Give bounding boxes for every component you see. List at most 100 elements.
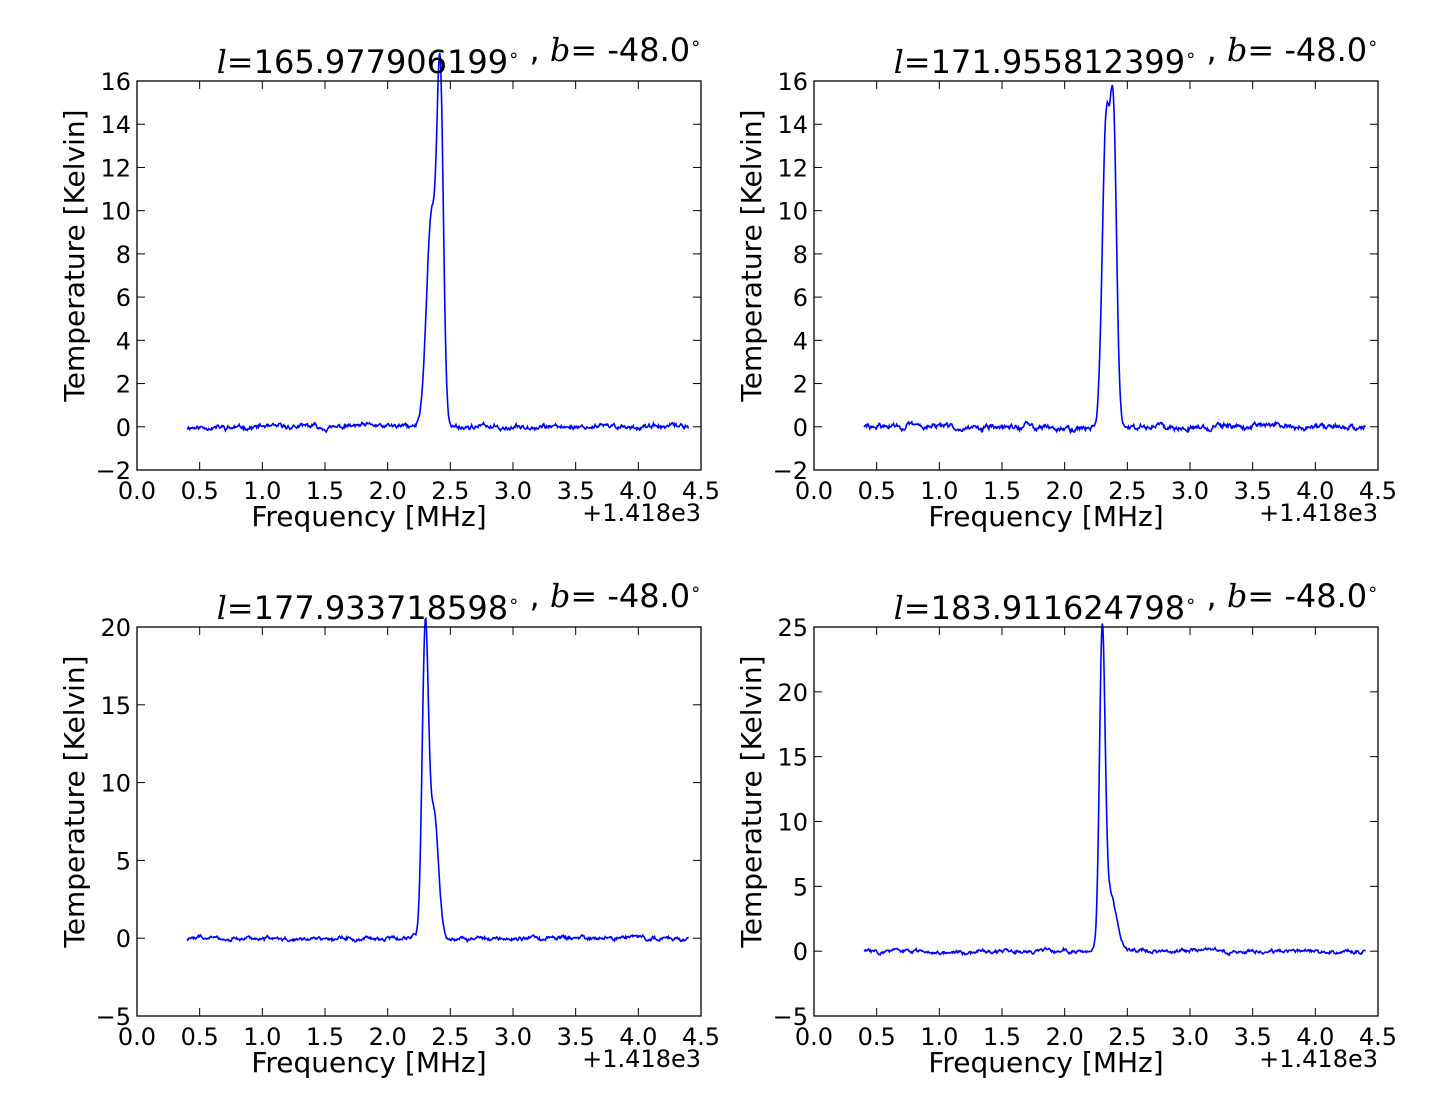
y-tick-label: −2 [773, 457, 808, 485]
x-tick-label: 3.5 [1234, 477, 1272, 505]
y-tick-label: −5 [773, 1003, 808, 1031]
title-eq: = [570, 31, 597, 69]
title-l-value: 183.911624798 [931, 589, 1185, 627]
title-spacer [597, 31, 607, 69]
y-tick-label: 16 [777, 68, 808, 96]
title-spacer [1274, 31, 1284, 69]
x-tick-label: 0.0 [795, 477, 833, 505]
title-sep: , [1196, 31, 1227, 69]
y-tick-label: 0 [793, 938, 808, 966]
chart-panel-1: 0.0 0.5 1.0 1.5 2.0 2.5 3.0 3.5 4.0 4.5 −2 0 2 4 6 8 10 1… [58, 31, 720, 533]
spectrum-line [863, 623, 1367, 957]
x-tick-label: 1.0 [243, 477, 281, 505]
y-tick-label: 10 [100, 770, 131, 798]
y-axis-label: Temperature [Kelvin] [735, 655, 768, 948]
x-tick-label: 3.0 [1171, 1023, 1209, 1051]
y-tick-label: −5 [96, 1003, 131, 1031]
y-tick-label: 10 [777, 198, 808, 226]
y-tick-label: 5 [793, 873, 808, 901]
title-l-value: 177.933718598 [254, 589, 508, 627]
x-offset-label: +1.418e3 [1259, 499, 1378, 527]
title-l-value: 171.955812399 [931, 43, 1185, 81]
x-tick-label: 0.0 [118, 1023, 156, 1051]
title-eq: = [1247, 31, 1274, 69]
title-eq: = [227, 589, 254, 627]
x-tick-label: 2.0 [369, 477, 407, 505]
title-deg: ∘ [1185, 45, 1196, 66]
x-tick-label: 3.0 [494, 1023, 532, 1051]
title-b-value: -48.0 [1284, 577, 1367, 615]
title-eq: = [904, 589, 931, 627]
chart-panel-4: 0.0 0.5 1.0 1.5 2.0 2.5 3.0 3.5 4.0 4.5 −5 0 5 10 15 20… [735, 577, 1397, 1079]
title-deg: ∘ [1367, 33, 1378, 54]
title-sep: , [519, 577, 550, 615]
title-b-prefix: b [550, 31, 570, 69]
title-eq: = [227, 43, 254, 81]
y-tick-label: 20 [100, 614, 131, 642]
axes-frame [136, 626, 702, 1017]
y-axis-label: Temperature [Kelvin] [58, 109, 91, 402]
panel-title: l=165.977906199∘ , b= -48.0∘ [217, 31, 702, 81]
y-tick-label: 0 [793, 414, 808, 442]
y-tick-label: 4 [116, 327, 131, 355]
title-l-prefix: l [217, 589, 227, 627]
y-tick-label: 10 [100, 198, 131, 226]
chart-panel-3: 0.0 0.5 1.0 1.5 2.0 2.5 3.0 3.5 4.0 4.5 −5 0 5 10 15 20… [58, 577, 720, 1079]
x-tick-label: 2.0 [1046, 477, 1084, 505]
x-tick-label: 2.5 [1108, 477, 1146, 505]
x-tick-label: 4.0 [619, 1023, 657, 1051]
x-tick-label: 0.0 [118, 477, 156, 505]
x-axis-label: Frequency [MHz] [251, 1046, 486, 1079]
title-b-value: -48.0 [607, 31, 690, 69]
title-spacer [1274, 577, 1284, 615]
x-tick-label: 3.5 [557, 477, 595, 505]
y-tick-label: 12 [100, 154, 131, 182]
title-b-prefix: b [1227, 577, 1247, 615]
y-tick-label: 20 [777, 679, 808, 707]
title-spacer [597, 577, 607, 615]
axes-frame [136, 80, 702, 471]
x-tick-label: 0.5 [181, 477, 219, 505]
x-tick-label: 3.5 [1234, 1023, 1272, 1051]
title-deg: ∘ [690, 33, 701, 54]
title-b-value: -48.0 [1284, 31, 1367, 69]
x-tick-label: 4.5 [682, 1023, 720, 1051]
y-tick-label: 6 [793, 284, 808, 312]
title-l-prefix: l [894, 43, 904, 81]
x-axis-label: Frequency [MHz] [928, 1046, 1163, 1079]
x-tick-label: 1.5 [983, 477, 1021, 505]
y-tick-label: 8 [116, 241, 131, 269]
title-deg: ∘ [508, 45, 519, 66]
title-eq: = [1247, 577, 1274, 615]
y-tick-label: 2 [793, 371, 808, 399]
y-tick-label: 8 [793, 241, 808, 269]
y-tick-label: 0 [116, 925, 131, 953]
chart-panel-2: 0.0 0.5 1.0 1.5 2.0 2.5 3.0 3.5 4.0 4.5 −2 0 2 4 6 8 10 1… [735, 31, 1397, 533]
y-tick-label: 16 [100, 68, 131, 96]
axes-frame [813, 80, 1379, 471]
x-offset-label: +1.418e3 [582, 1045, 701, 1073]
x-tick-label: 0.5 [858, 477, 896, 505]
x-tick-label: 4.0 [1296, 1023, 1334, 1051]
y-tick-label: 4 [793, 327, 808, 355]
x-tick-label: 2.5 [1108, 1023, 1146, 1051]
title-b-prefix: b [1227, 31, 1247, 69]
spectrum-line [863, 84, 1367, 435]
x-axis-label: Frequency [MHz] [251, 500, 486, 533]
x-tick-label: 4.0 [619, 477, 657, 505]
axes-frame [813, 626, 1379, 1017]
title-deg: ∘ [690, 579, 701, 600]
spectrum-line [186, 52, 690, 434]
panel-title: l=171.955812399∘ , b= -48.0∘ [894, 31, 1379, 81]
x-axis-label: Frequency [MHz] [928, 500, 1163, 533]
panel-title: l=177.933718598∘ , b= -48.0∘ [217, 577, 702, 627]
x-offset-label: +1.418e3 [1259, 1045, 1378, 1073]
title-deg: ∘ [1185, 591, 1196, 612]
x-tick-label: 4.5 [682, 477, 720, 505]
spectrum-line [186, 617, 690, 944]
x-tick-label: 3.5 [557, 1023, 595, 1051]
y-tick-label: 2 [116, 371, 131, 399]
x-tick-label: 1.0 [920, 477, 958, 505]
x-tick-label: 1.5 [306, 477, 344, 505]
